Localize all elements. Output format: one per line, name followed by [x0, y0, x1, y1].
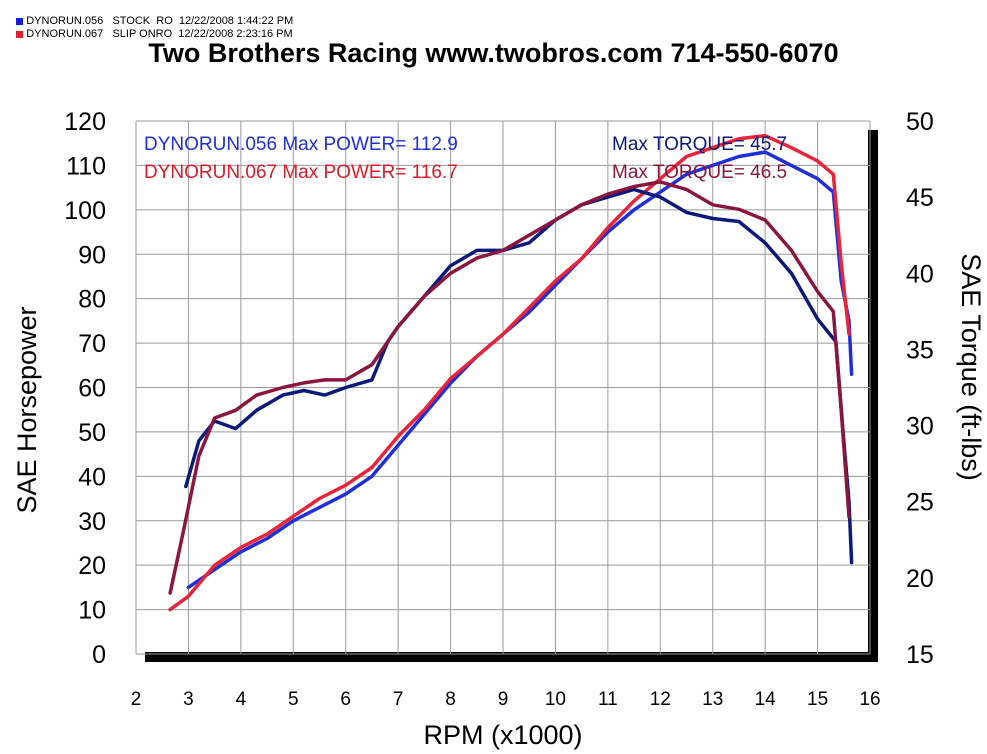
- x-tick-label: 3: [183, 689, 194, 710]
- x-tick-label: 15: [807, 689, 828, 710]
- y-tick-label: 40: [78, 463, 106, 491]
- legend-run-067: DYNORUN.067: [26, 28, 104, 40]
- y2-tick-label: 15: [906, 641, 934, 669]
- legend-label-067: SLIP ONRO: [112, 28, 173, 40]
- y-tick-label: 110: [66, 152, 106, 180]
- y2-tick-label: 50: [906, 108, 934, 136]
- x-tick-label: 10: [545, 689, 566, 710]
- legend-row-067: DYNORUN.067 SLIP ONRO 12/22/2008 2:23:16…: [4, 16, 293, 52]
- legend-date-067: 12/22/2008 2:23:16 PM: [178, 28, 293, 40]
- x-tick-label: 13: [702, 689, 723, 710]
- summary-power-056: DYNORUN.056 Max POWER= 112.9: [144, 134, 458, 155]
- tick-labels: 2 3 4 5 6 7 8 9 10 11 12 13 14 15 16010203040506070809…: [64, 108, 934, 710]
- y-tick-label: 20: [78, 552, 106, 580]
- legend-label-056: STOCK RO: [112, 15, 173, 27]
- chart-title: Two Brothers Racing www.twobros.com 714-…: [148, 38, 839, 68]
- y2-tick-label: 20: [906, 565, 934, 593]
- x-tick-label: 4: [236, 689, 247, 710]
- y2-tick-label: 40: [906, 260, 934, 288]
- legend-swatch-067: [16, 30, 24, 38]
- y-tick-label: 10: [78, 597, 106, 625]
- plot-shadow-right: [868, 130, 878, 662]
- x-tick-label: 2: [131, 689, 142, 710]
- summary-torque-067: Max TORQUE= 46.5: [612, 162, 787, 183]
- x-tick-label: 16: [859, 689, 880, 710]
- plot-shadow-bottom: [145, 652, 878, 662]
- x-axis-label: RPM (x1000): [423, 720, 582, 750]
- y-tick-label: 0: [92, 641, 106, 669]
- series-lines: [168, 133, 854, 612]
- series-line-torque-067: [168, 180, 851, 595]
- x-tick-label: 7: [393, 689, 404, 710]
- x-tick-label: 6: [340, 689, 351, 710]
- y-tick-label: 80: [78, 286, 106, 314]
- legend-date-056: 12/22/2008 1:44:22 PM: [178, 15, 294, 27]
- y-tick-label: 50: [78, 419, 106, 447]
- y2-tick-label: 45: [906, 184, 934, 212]
- x-tick-label: 14: [755, 689, 777, 710]
- legend-run-056: DYNORUN.056: [26, 15, 104, 27]
- summary-power-067: DYNORUN.067 Max POWER= 116.7: [144, 162, 458, 183]
- y2-tick-label: 35: [906, 336, 934, 364]
- y2-tick-label: 25: [906, 489, 934, 517]
- x-tick-label: 9: [498, 689, 509, 710]
- y-tick-label: 60: [78, 375, 106, 403]
- y-tick-label: 90: [78, 241, 106, 269]
- x-tick-label: 12: [650, 689, 671, 710]
- series-line-power-067: [168, 133, 851, 612]
- x-tick-label: 5: [288, 689, 299, 710]
- grid: [135, 120, 871, 655]
- series-line-power-056: [186, 150, 854, 590]
- y-tick-label: 30: [78, 508, 106, 536]
- x-tick-label: 11: [598, 689, 618, 710]
- series-line-torque-056: [184, 187, 854, 565]
- y-tick-label: 100: [64, 197, 106, 225]
- legend-row-056: DYNORUN.056 STOCK RO 12/22/2008 1:44:22 …: [4, 3, 293, 39]
- y-tick-label: 120: [64, 108, 106, 136]
- y2-tick-label: 30: [906, 413, 934, 441]
- y2-axis-label: SAE Torque (ft-lbs): [956, 253, 986, 481]
- y-tick-label: 70: [78, 330, 106, 358]
- y-axis-label: SAE Horsepower: [12, 306, 42, 513]
- summary-torque-056: Max TORQUE= 45.7: [612, 134, 787, 155]
- x-tick-label: 8: [445, 689, 456, 710]
- legend-swatch-056: [16, 17, 24, 25]
